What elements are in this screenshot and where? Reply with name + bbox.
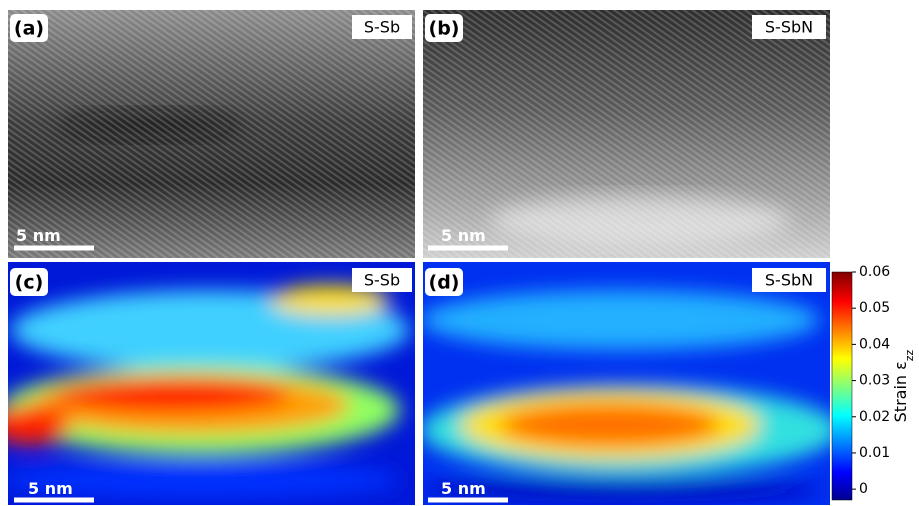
colorbar-label: Strain εzz bbox=[891, 349, 916, 422]
lattice bbox=[423, 10, 830, 258]
lattice bbox=[8, 10, 415, 258]
colorbar-tick-label: 0.04 bbox=[859, 336, 890, 352]
colorbar bbox=[831, 271, 853, 501]
overlays: (a) S-Sb 5 nm (b) S-SbN 5 nm (c) S-Sb 5 … bbox=[10, 14, 826, 503]
colorbar-tick-label: 0.01 bbox=[859, 445, 890, 461]
label-box bbox=[425, 268, 463, 296]
tag-box bbox=[752, 268, 826, 292]
panel-label: (b) bbox=[429, 18, 460, 40]
colorbar-tick-label: 0.02 bbox=[859, 409, 890, 425]
strain-map bbox=[423, 262, 830, 505]
tag-box bbox=[752, 15, 826, 39]
panel-tag: S-Sb bbox=[364, 18, 400, 37]
strain-map bbox=[8, 262, 415, 505]
scalebar-label: 5 nm bbox=[441, 226, 486, 245]
panel-label: (c) bbox=[15, 272, 44, 294]
label-box bbox=[10, 268, 48, 296]
tag-box bbox=[352, 15, 412, 39]
panel-label: (a) bbox=[14, 18, 44, 40]
label-box bbox=[425, 14, 463, 42]
panel-label: (d) bbox=[429, 272, 460, 294]
label-box bbox=[10, 14, 48, 42]
colorbar-tick-label: 0 bbox=[859, 481, 868, 497]
scalebar-label: 5 nm bbox=[28, 479, 73, 498]
panel-tag: S-SbN bbox=[765, 271, 813, 290]
tag-box bbox=[352, 268, 412, 292]
colorbar-tick-label: 0.03 bbox=[859, 373, 890, 389]
colorbar-label-text: Strain ε bbox=[891, 361, 910, 422]
colorbar-label-subscript: zz bbox=[903, 349, 916, 361]
colorbar-tick-label: 0.05 bbox=[859, 300, 890, 316]
panel-tag: S-SbN bbox=[765, 18, 813, 37]
panel-tag: S-Sb bbox=[364, 271, 400, 290]
scalebar-label: 5 nm bbox=[16, 226, 61, 245]
colorbar-tick-label: 0.06 bbox=[859, 264, 890, 280]
scalebar-label: 5 nm bbox=[441, 479, 486, 498]
